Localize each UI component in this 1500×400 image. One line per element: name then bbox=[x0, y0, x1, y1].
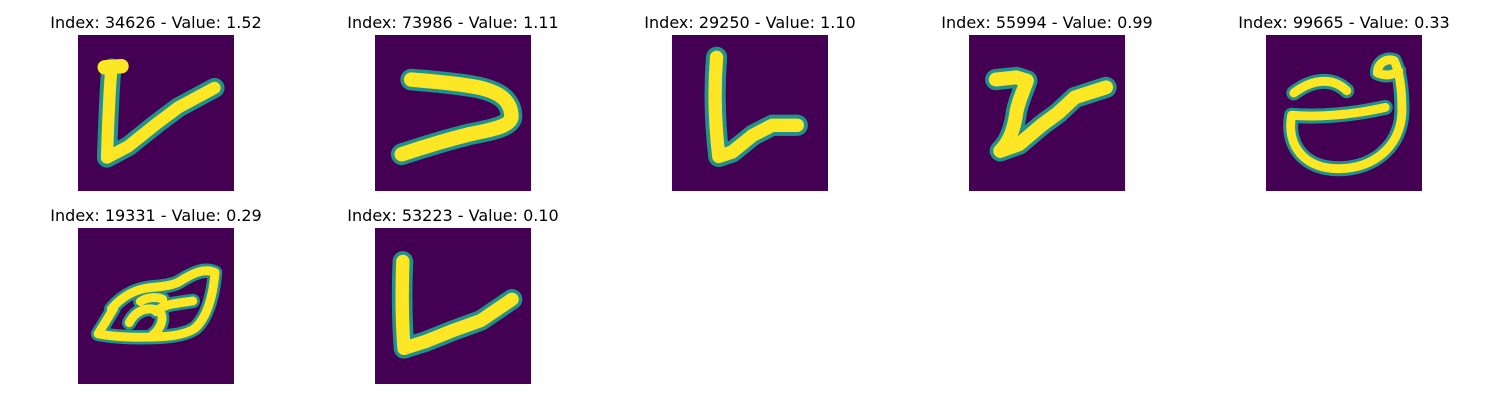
panel-7: Index: 53223 - Value: 0.10 bbox=[343, 206, 583, 396]
digit-image-1 bbox=[78, 35, 234, 191]
panel-2: Index: 73986 - Value: 1.11 bbox=[343, 13, 583, 203]
panel-1: Index: 34626 - Value: 1.52 bbox=[46, 13, 286, 203]
panel-title: Index: 29250 - Value: 1.10 bbox=[644, 13, 856, 32]
digit-image-4 bbox=[969, 35, 1125, 191]
digit-image-6 bbox=[78, 228, 234, 384]
panel-title: Index: 53223 - Value: 0.10 bbox=[347, 206, 559, 225]
panel-4: Index: 55994 - Value: 0.99 bbox=[937, 13, 1177, 203]
digit-image-2 bbox=[375, 35, 531, 191]
panel-title: Index: 73986 - Value: 1.11 bbox=[347, 13, 559, 32]
panel-3: Index: 29250 - Value: 1.10 bbox=[640, 13, 880, 203]
digit-image-7 bbox=[375, 228, 531, 384]
digit-image-5 bbox=[1266, 35, 1422, 191]
panel-title: Index: 55994 - Value: 0.99 bbox=[941, 13, 1153, 32]
panel-title: Index: 19331 - Value: 0.29 bbox=[50, 206, 262, 225]
digit-image-3 bbox=[672, 35, 828, 191]
panel-title: Index: 99665 - Value: 0.33 bbox=[1238, 13, 1450, 32]
panel-6: Index: 19331 - Value: 0.29 bbox=[46, 206, 286, 396]
panel-title: Index: 34626 - Value: 1.52 bbox=[50, 13, 262, 32]
panel-5: Index: 99665 - Value: 0.33 bbox=[1234, 13, 1474, 203]
